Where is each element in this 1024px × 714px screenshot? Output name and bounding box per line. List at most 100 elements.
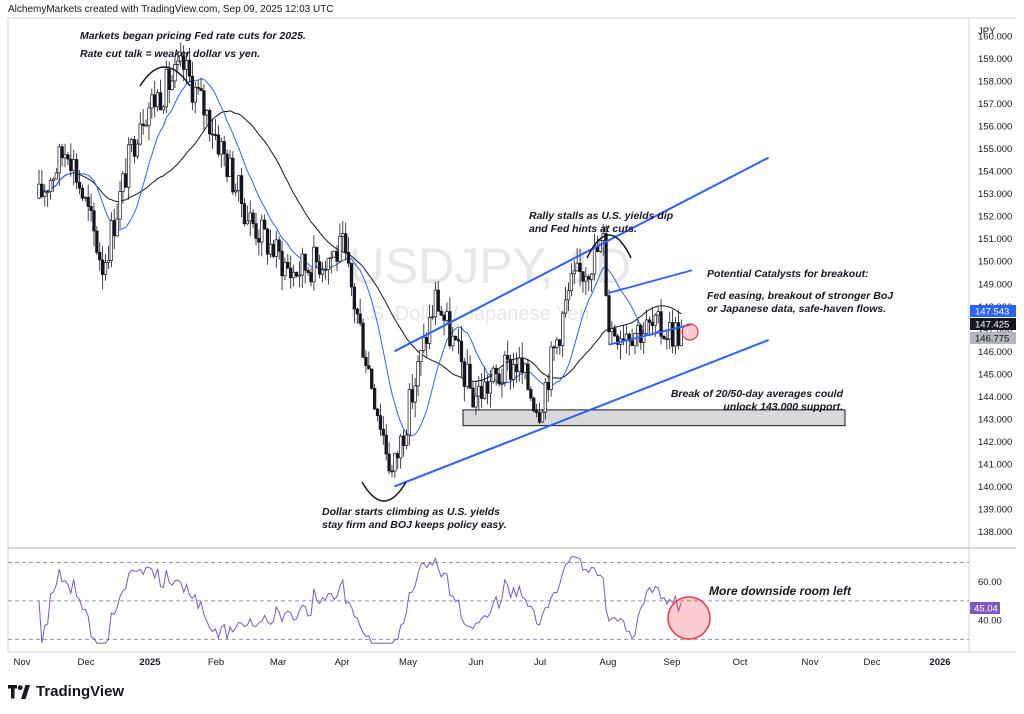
rsi-line bbox=[38, 556, 682, 644]
candle-body bbox=[173, 64, 177, 82]
candle-body bbox=[480, 385, 484, 399]
candle-body bbox=[517, 357, 521, 373]
candle-body bbox=[393, 453, 397, 472]
price-label-text: 146.775 bbox=[975, 334, 1009, 345]
candle-body bbox=[636, 325, 640, 334]
candle-body bbox=[127, 144, 131, 188]
symbol-watermark: USDJPY, 1D bbox=[349, 238, 632, 294]
candle-body bbox=[613, 328, 617, 337]
rsi-value-box bbox=[970, 602, 1000, 614]
tradingview-brand[interactable]: TradingView bbox=[8, 683, 124, 700]
candle-body bbox=[254, 223, 258, 239]
candle-body bbox=[665, 338, 669, 341]
candle-body bbox=[208, 110, 212, 135]
candle-body bbox=[396, 453, 400, 459]
candle-body bbox=[72, 159, 76, 172]
candle-body bbox=[135, 143, 140, 157]
price-tick-label: 140.000 bbox=[978, 482, 1012, 493]
candle-body bbox=[488, 381, 493, 394]
candle-body bbox=[291, 271, 296, 279]
candle-body bbox=[673, 322, 678, 347]
candle-body bbox=[370, 368, 374, 389]
time-tick-label: Jul bbox=[534, 657, 546, 668]
candle-body bbox=[271, 243, 276, 257]
candle-body bbox=[630, 340, 634, 346]
candle-body bbox=[150, 94, 154, 109]
time-tick-label: 2026 bbox=[929, 657, 950, 668]
candle-body bbox=[627, 333, 631, 342]
top-arc-aug bbox=[586, 234, 632, 259]
candle-body bbox=[326, 258, 330, 270]
candle-body bbox=[436, 289, 440, 312]
candle-body bbox=[390, 470, 394, 473]
brand-name: TradingView bbox=[36, 683, 125, 700]
time-tick-label: Mar bbox=[270, 657, 286, 668]
breakdown-marker-circle bbox=[681, 323, 699, 341]
candle-body bbox=[642, 333, 646, 343]
candle-body bbox=[63, 154, 67, 159]
candle-body bbox=[375, 408, 380, 416]
candle-body bbox=[497, 373, 501, 384]
candle-body bbox=[239, 175, 244, 205]
candle-body bbox=[277, 239, 281, 252]
candle-body bbox=[268, 243, 273, 255]
candle-body bbox=[210, 133, 215, 136]
candle-body bbox=[92, 210, 96, 232]
candle-body bbox=[462, 361, 466, 387]
candle-body bbox=[274, 239, 278, 257]
candle-body bbox=[569, 273, 574, 292]
candle-body bbox=[144, 124, 148, 127]
rsi-tick-label: 60.00 bbox=[978, 577, 1002, 588]
candle-body bbox=[433, 289, 438, 318]
candle-body bbox=[118, 190, 122, 220]
candle-body bbox=[451, 335, 455, 347]
candle-body bbox=[413, 385, 417, 403]
annotation-rally-stalls: Rally stalls as U.S. yields dip and Fed … bbox=[529, 210, 674, 235]
candle-body bbox=[561, 312, 565, 346]
price-tick-label: 150.000 bbox=[978, 257, 1012, 268]
candle-body bbox=[581, 271, 585, 282]
candle-body bbox=[471, 387, 475, 408]
price-label-box bbox=[970, 305, 1016, 317]
candle-body bbox=[202, 90, 206, 116]
candle-body bbox=[338, 236, 342, 262]
candle-body bbox=[540, 411, 545, 423]
candle-body bbox=[477, 385, 481, 397]
candle-body bbox=[66, 154, 70, 160]
candle-body bbox=[358, 313, 362, 324]
candle-body bbox=[155, 92, 160, 108]
annotation-catalysts-title: Potential Catalysts for breakout: bbox=[707, 268, 869, 280]
candle-body bbox=[280, 250, 284, 277]
candle-body bbox=[132, 139, 137, 157]
candle-body bbox=[263, 219, 267, 230]
candle-body bbox=[355, 308, 359, 315]
candle-body bbox=[228, 157, 232, 177]
candle-body bbox=[306, 269, 310, 273]
candle-body bbox=[158, 92, 163, 111]
candle-body bbox=[205, 110, 209, 116]
candle-body bbox=[419, 350, 423, 362]
candle-body bbox=[352, 286, 357, 310]
candle-body bbox=[121, 173, 125, 192]
price-label-text: 147.543 bbox=[975, 307, 1009, 318]
candle-body bbox=[407, 389, 411, 436]
candle-body bbox=[167, 68, 171, 90]
candle-body bbox=[503, 354, 507, 383]
candle-body bbox=[129, 139, 134, 146]
candle-body bbox=[86, 196, 90, 207]
candle-body bbox=[485, 381, 490, 394]
candle-body bbox=[257, 238, 261, 243]
candle-body bbox=[231, 157, 235, 193]
candle-body bbox=[364, 357, 368, 366]
candle-body bbox=[77, 181, 82, 189]
candle-body bbox=[234, 190, 238, 193]
candle-body bbox=[474, 395, 478, 408]
candle-body bbox=[109, 220, 113, 261]
candle-body bbox=[141, 123, 145, 126]
candle-body bbox=[101, 259, 105, 275]
candle-body bbox=[445, 311, 449, 321]
candle-body bbox=[549, 346, 553, 390]
price-tick-label: 159.000 bbox=[978, 54, 1012, 65]
time-tick-label: May bbox=[399, 657, 417, 668]
